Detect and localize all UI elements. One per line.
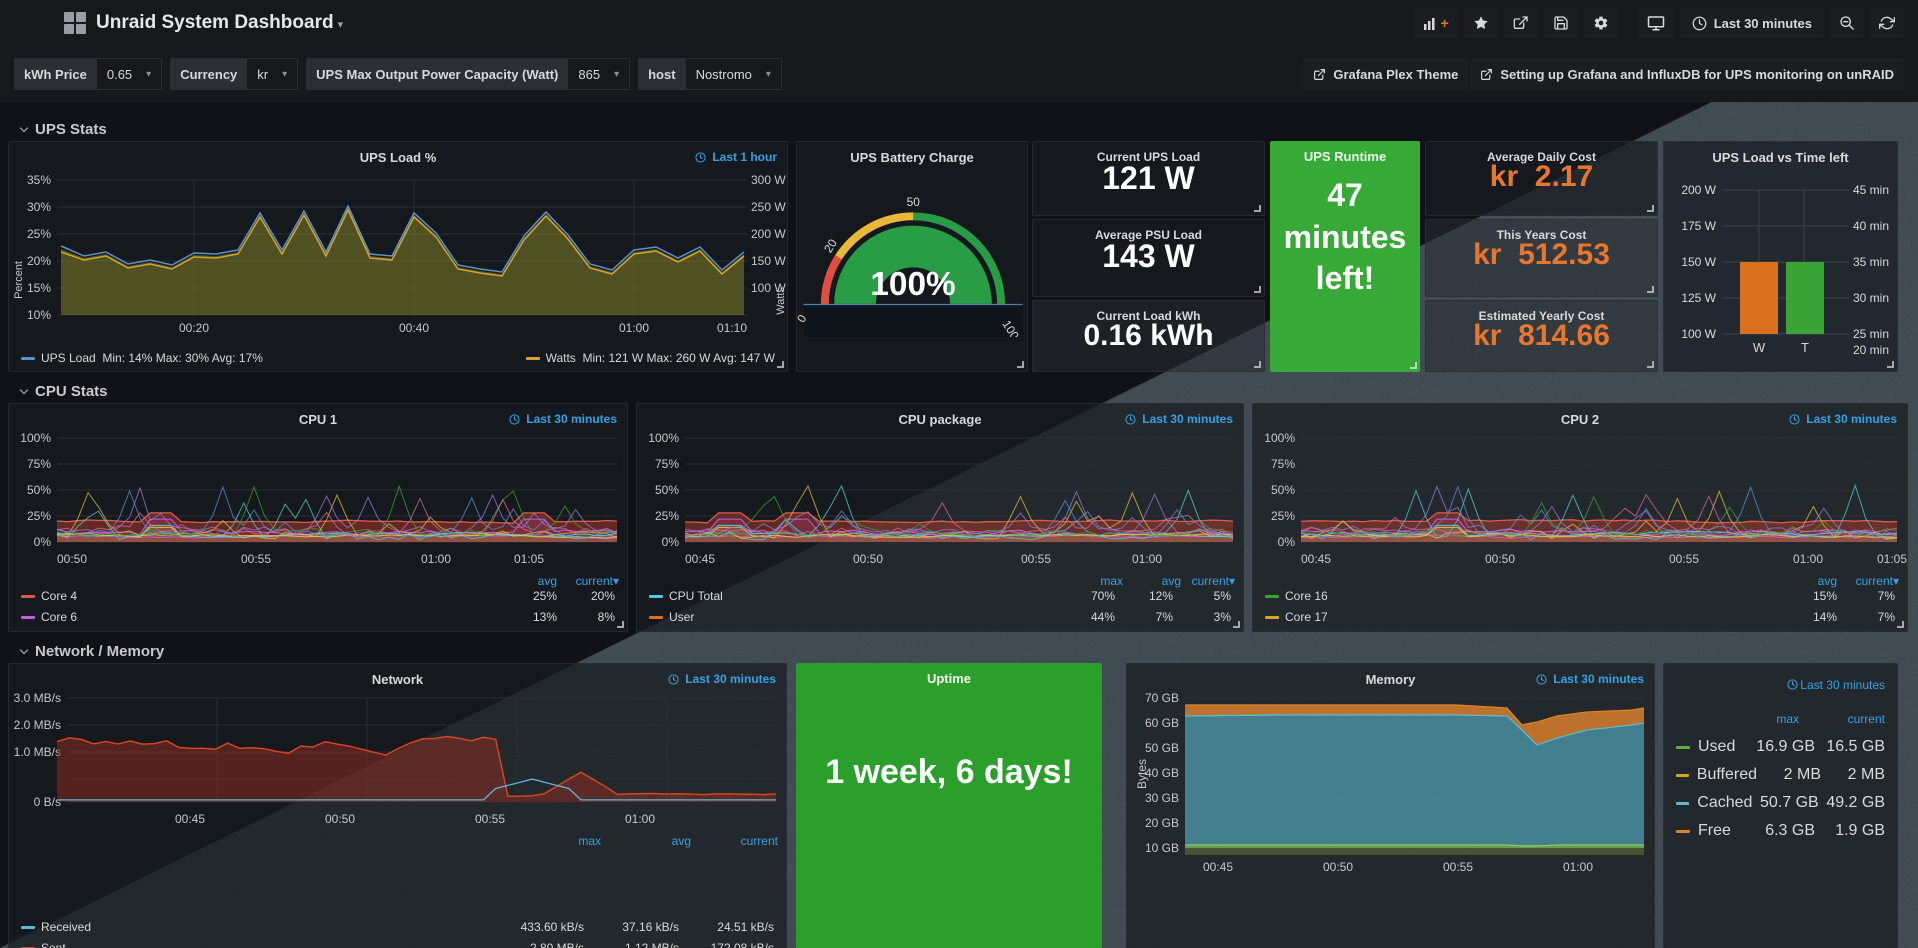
svg-text:30%: 30% (27, 200, 51, 214)
svg-text:60 GB: 60 GB (1145, 716, 1179, 730)
svg-text:20%: 20% (27, 254, 51, 268)
svg-text:20 GB: 20 GB (1145, 816, 1179, 830)
svg-text:30 min: 30 min (1853, 291, 1889, 305)
svg-text:100%: 100% (1264, 431, 1295, 445)
svg-text:50%: 50% (1271, 483, 1295, 497)
svg-text:200 W: 200 W (751, 227, 786, 241)
svg-text:25%: 25% (27, 509, 51, 523)
svg-text:70 GB: 70 GB (1145, 691, 1179, 705)
svg-text:40 min: 40 min (1853, 219, 1889, 233)
svg-text:25%: 25% (27, 227, 51, 241)
svg-text:150 W: 150 W (751, 254, 786, 268)
svg-text:50 GB: 50 GB (1145, 741, 1179, 755)
svg-text:75%: 75% (655, 457, 679, 471)
svg-text:25%: 25% (655, 509, 679, 523)
svg-text:150 W: 150 W (1681, 255, 1716, 269)
svg-text:0%: 0% (34, 535, 52, 549)
svg-text:10 GB: 10 GB (1145, 841, 1179, 855)
svg-text:250 W: 250 W (751, 200, 786, 214)
svg-text:75%: 75% (1271, 457, 1295, 471)
svg-text:20 min: 20 min (1853, 343, 1889, 357)
svg-text:100%: 100% (20, 431, 51, 445)
svg-text:2.0 MB/s: 2.0 MB/s (14, 718, 61, 732)
svg-text:10%: 10% (27, 308, 51, 322)
svg-text:00:20: 00:20 (179, 321, 209, 335)
svg-text:125 W: 125 W (1681, 291, 1716, 305)
svg-text:25%: 25% (1271, 509, 1295, 523)
svg-text:100%: 100% (870, 266, 955, 303)
svg-text:40 GB: 40 GB (1145, 766, 1179, 780)
svg-text:50: 50 (907, 195, 921, 209)
svg-text:45 min: 45 min (1853, 183, 1889, 197)
svg-text:01:10: 01:10 (717, 321, 747, 335)
svg-text:25 min: 25 min (1853, 327, 1889, 341)
svg-text:W: W (1753, 340, 1766, 355)
svg-text:100 W: 100 W (1681, 327, 1716, 341)
svg-text:T: T (1801, 340, 1809, 355)
svg-text:75%: 75% (27, 457, 51, 471)
svg-text:0%: 0% (662, 535, 680, 549)
svg-text:50%: 50% (655, 483, 679, 497)
svg-text:35 min: 35 min (1853, 255, 1889, 269)
svg-text:35%: 35% (27, 173, 51, 187)
svg-text:300 W: 300 W (751, 173, 786, 187)
svg-text:175 W: 175 W (1681, 219, 1716, 233)
svg-text:0 B/s: 0 B/s (34, 795, 61, 809)
svg-text:0%: 0% (1278, 535, 1296, 549)
svg-text:200 W: 200 W (1681, 183, 1716, 197)
svg-text:50%: 50% (27, 483, 51, 497)
svg-text:00:40: 00:40 (399, 321, 429, 335)
svg-text:01:00: 01:00 (619, 321, 649, 335)
svg-text:1.0 MB/s: 1.0 MB/s (14, 745, 61, 759)
svg-text:100%: 100% (648, 431, 679, 445)
svg-text:15%: 15% (27, 281, 51, 295)
svg-text:30 GB: 30 GB (1145, 791, 1179, 805)
svg-text:3.0 MB/s: 3.0 MB/s (14, 691, 61, 705)
